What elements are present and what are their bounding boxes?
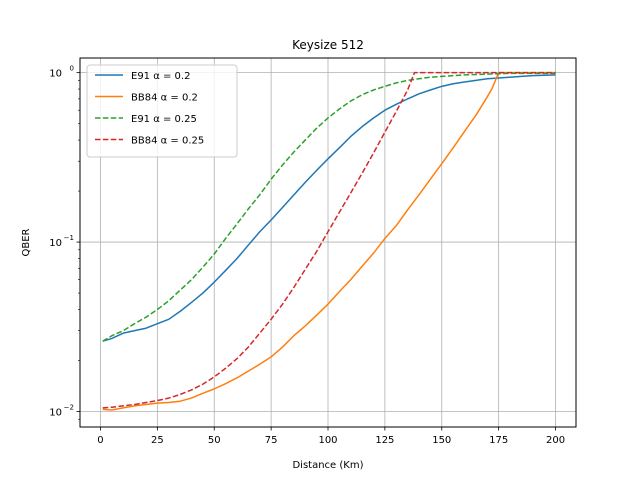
legend-box <box>86 64 238 158</box>
y-tick-exponent: −1 <box>64 234 74 242</box>
plot-area <box>102 71 556 411</box>
chart-title: Keysize 512 <box>292 38 364 52</box>
legend-label: E91 α = 0.2 <box>131 71 190 82</box>
x-axis-label: Distance (Km) <box>292 460 363 471</box>
x-axis: 0 25 50 75 100 125 150 175 200 <box>97 427 565 446</box>
x-tick-label: 25 <box>151 435 164 446</box>
legend-label: BB84 α = 0.2 <box>131 93 198 104</box>
x-tick-label: 0 <box>97 435 103 446</box>
series-line <box>102 71 556 409</box>
x-tick-label: 125 <box>375 435 394 446</box>
legend: E91 α = 0.2 BB84 α = 0.2 E91 α = 0.25 BB84 … <box>86 64 238 158</box>
y-tick-exponent: 0 <box>70 65 74 73</box>
series-line <box>102 74 556 342</box>
x-tick-label: 75 <box>265 435 278 446</box>
legend-label: BB84 α = 0.25 <box>131 136 204 147</box>
y-tick-exponent: −2 <box>64 403 74 411</box>
x-tick-label: 150 <box>432 435 451 446</box>
legend-label: E91 α = 0.25 <box>131 114 197 125</box>
y-tick-label: 10 <box>49 238 62 249</box>
x-tick-label: 175 <box>489 435 508 446</box>
series-line <box>102 71 556 411</box>
x-tick-label: 200 <box>546 435 565 446</box>
x-tick-label: 50 <box>208 435 221 446</box>
x-tick-label: 100 <box>318 435 337 446</box>
y-tick-label: 10 <box>49 407 62 418</box>
y-axis-label: QBER <box>21 228 32 256</box>
series-line <box>102 72 556 342</box>
y-tick-label: 10 <box>49 69 62 80</box>
